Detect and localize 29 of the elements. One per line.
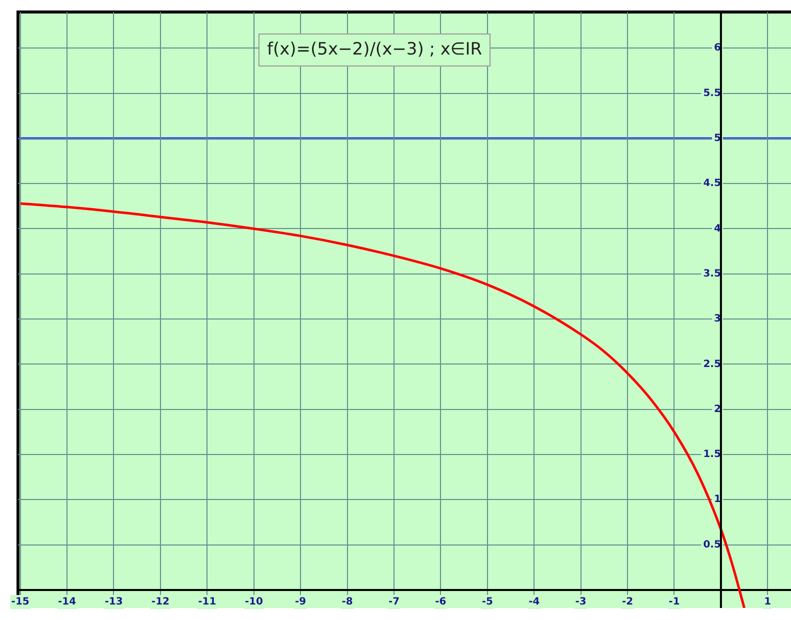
y-tick-label: 3.5 xyxy=(703,268,721,280)
x-tick-label: -13 xyxy=(104,596,123,608)
x-tick-label: -4 xyxy=(528,596,540,608)
x-tick-label: -12 xyxy=(151,596,170,608)
y-tick-label: 1 xyxy=(714,494,721,506)
y-tick-label: 1.5 xyxy=(703,449,721,460)
y-tick-label: 3 xyxy=(714,314,721,325)
x-tick-label: -1 xyxy=(668,596,680,608)
x-tick-label: -10 xyxy=(244,596,263,608)
y-tick-label: 6 xyxy=(714,42,721,54)
y-tick-label: 2.5 xyxy=(703,358,721,370)
x-tick-label: -2 xyxy=(622,596,634,608)
x-tick-label: -3 xyxy=(575,596,586,608)
annotation: f(x)=(5x−2)/(x−3) ; x∈IR xyxy=(266,39,482,60)
y-tick-label: 4.5 xyxy=(703,178,721,190)
y-tick-label: 5.5 xyxy=(703,88,721,99)
x-tick-label: -14 xyxy=(58,596,76,608)
x-tick-label: -11 xyxy=(198,596,216,608)
y-tick-label: 2 xyxy=(714,404,721,415)
x-tick-label: -6 xyxy=(435,596,446,608)
y-tick-label: 4 xyxy=(714,223,721,234)
x-tick-label: -9 xyxy=(295,596,306,608)
x-tick-label: -8 xyxy=(342,596,353,608)
x-tick-label: -15 xyxy=(11,596,30,608)
y-tick-label: 0.5 xyxy=(703,539,721,550)
x-tick-label: -5 xyxy=(482,596,493,608)
y-tick-label: 5 xyxy=(714,133,721,144)
x-tick-label: 1 xyxy=(764,596,772,608)
x-tick-label: -7 xyxy=(388,596,400,608)
